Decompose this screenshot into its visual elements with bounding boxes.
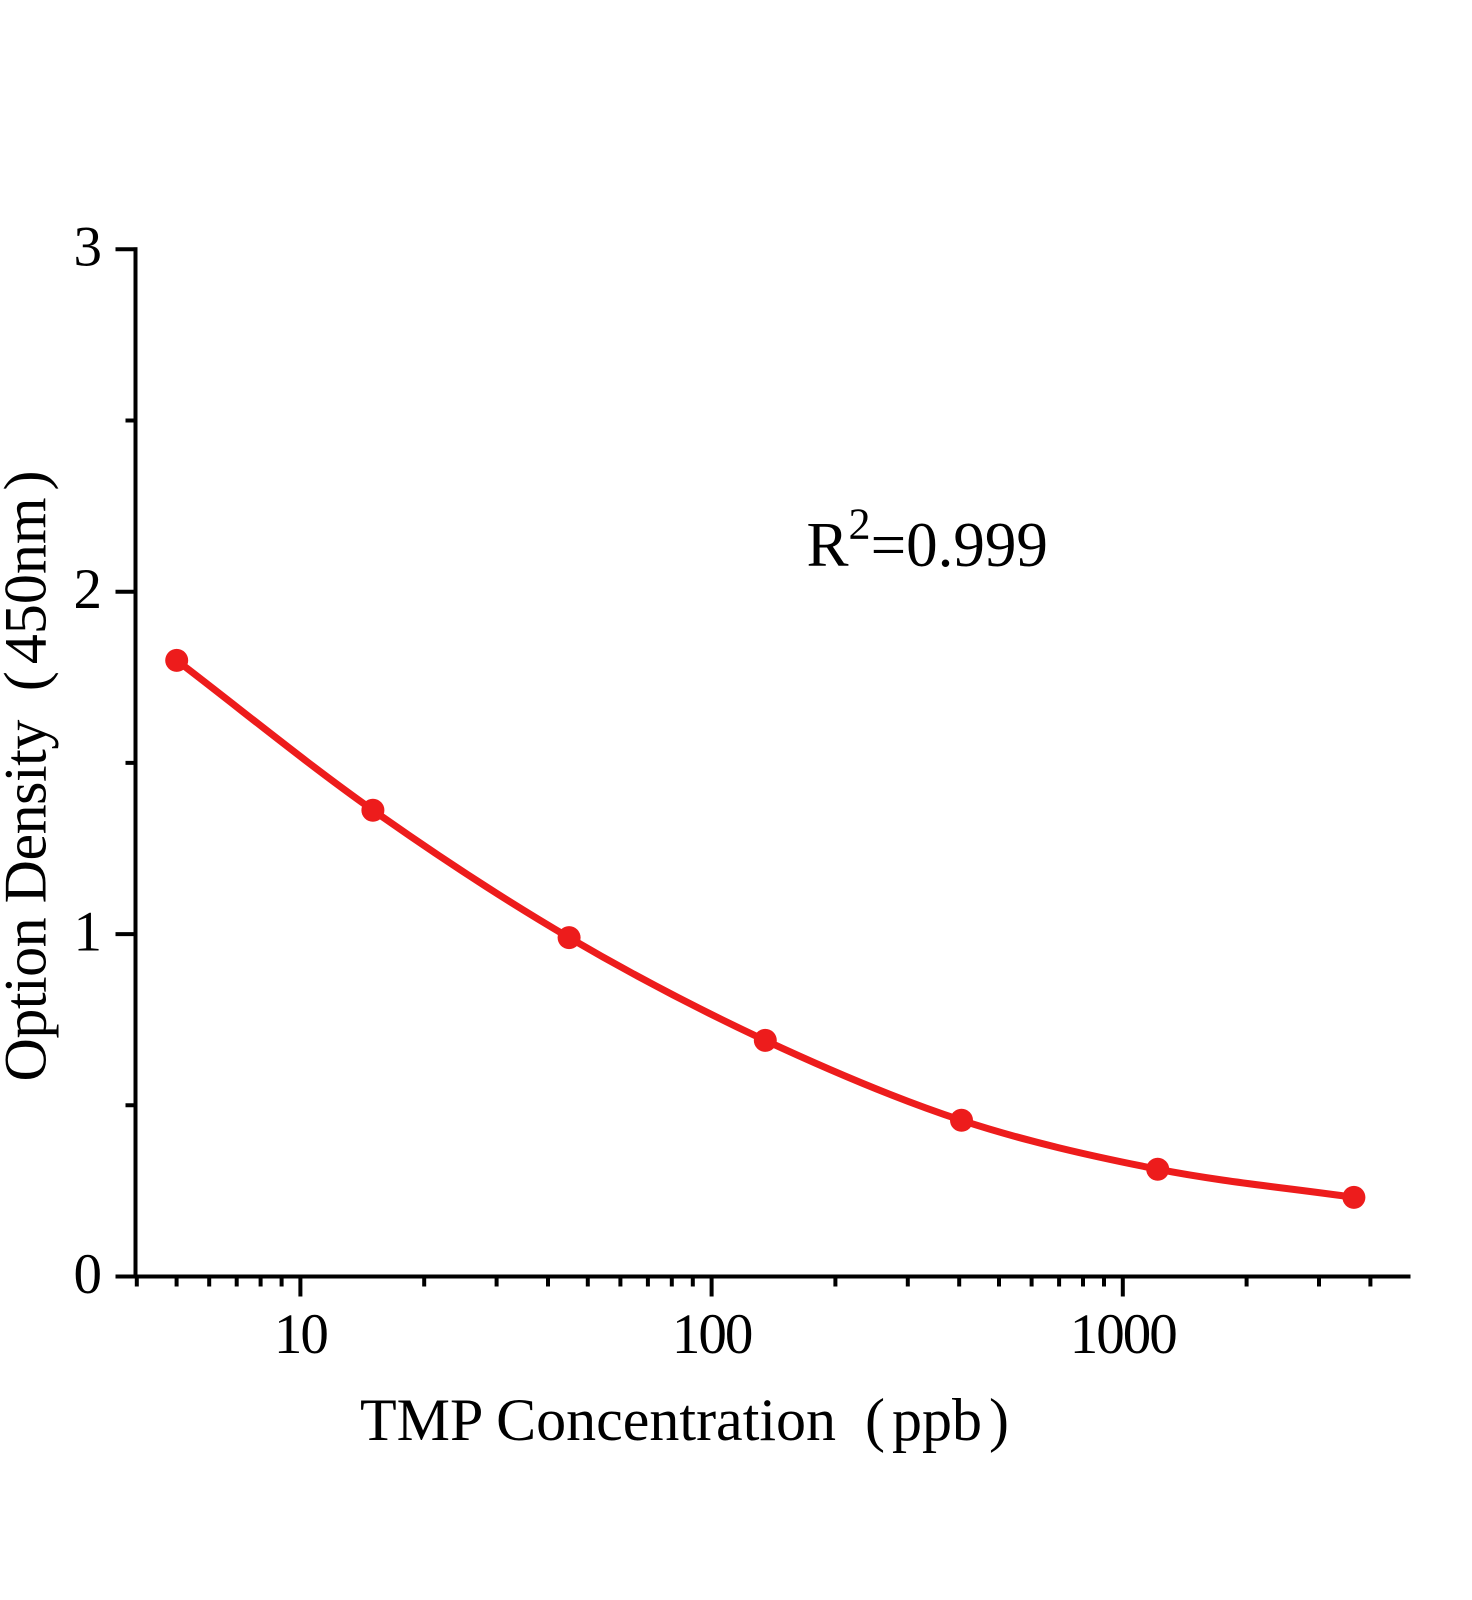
svg-text:Option Density(450nm): Option Density(450nm) [0, 471, 59, 1082]
svg-text:10: 10 [274, 1303, 328, 1366]
svg-text:TMP Concentration(ppb): TMP Concentration(ppb) [360, 1387, 1009, 1453]
svg-text:1000: 1000 [1070, 1303, 1177, 1366]
svg-text:100: 100 [672, 1303, 752, 1366]
svg-text:2: 2 [74, 558, 103, 621]
svg-text:R2=0.999: R2=0.999 [807, 500, 1048, 581]
svg-text:3: 3 [74, 216, 103, 279]
svg-text:1: 1 [74, 901, 103, 964]
svg-text:0: 0 [74, 1243, 103, 1306]
